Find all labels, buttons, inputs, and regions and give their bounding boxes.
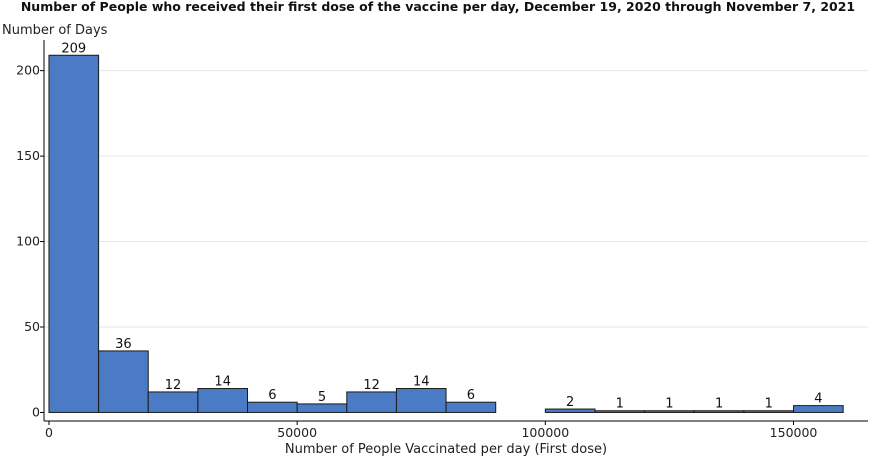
bar-14 — [793, 405, 844, 413]
bar-8 — [445, 401, 497, 413]
data-label-6: 12 — [363, 378, 380, 393]
bar-4 — [247, 401, 298, 413]
bar-3 — [197, 388, 249, 413]
y-tick-label-150: 150 — [16, 148, 40, 163]
data-label-7: 14 — [413, 375, 430, 390]
bar-0 — [48, 54, 100, 413]
data-label-14: 4 — [814, 392, 822, 407]
y-tick-label-200: 200 — [16, 63, 40, 78]
x-tick-label-150000: 150000 — [770, 425, 818, 440]
bar-7 — [395, 388, 447, 413]
bar-2 — [147, 391, 199, 413]
x-axis-label: Number of People Vaccinated per day (Fir… — [285, 442, 607, 457]
axes: 0 50 100 150 200 0 50000 100000 150000 — [16, 40, 868, 440]
data-label-5: 5 — [318, 390, 326, 405]
y-tick-label-0: 0 — [32, 404, 40, 419]
bar-1 — [98, 350, 149, 413]
chart-title: Number of People who received their firs… — [21, 0, 855, 14]
data-label-8: 6 — [467, 388, 475, 403]
bars — [48, 54, 844, 413]
x-tick-label-100000: 100000 — [521, 425, 569, 440]
data-label-1: 36 — [115, 337, 132, 352]
x-tick-label-50000: 50000 — [277, 425, 317, 440]
x-tick-label-0: 0 — [45, 425, 53, 440]
data-label-13: 1 — [765, 397, 773, 412]
y-tick-label-100: 100 — [16, 234, 40, 249]
data-label-12: 1 — [715, 397, 723, 412]
data-label-0: 209 — [61, 41, 86, 56]
data-label-4: 6 — [268, 388, 276, 403]
gridlines — [44, 70, 868, 328]
y-axis-label: Number of Days — [2, 23, 108, 38]
y-tick-label-50: 50 — [24, 319, 40, 334]
data-label-10: 1 — [616, 397, 624, 412]
data-label-3: 14 — [214, 375, 231, 390]
data-label-11: 1 — [665, 397, 673, 412]
bar-5 — [296, 403, 348, 413]
bar-6 — [346, 391, 397, 413]
data-label-9: 2 — [566, 395, 574, 410]
data-label-2: 12 — [165, 378, 182, 393]
